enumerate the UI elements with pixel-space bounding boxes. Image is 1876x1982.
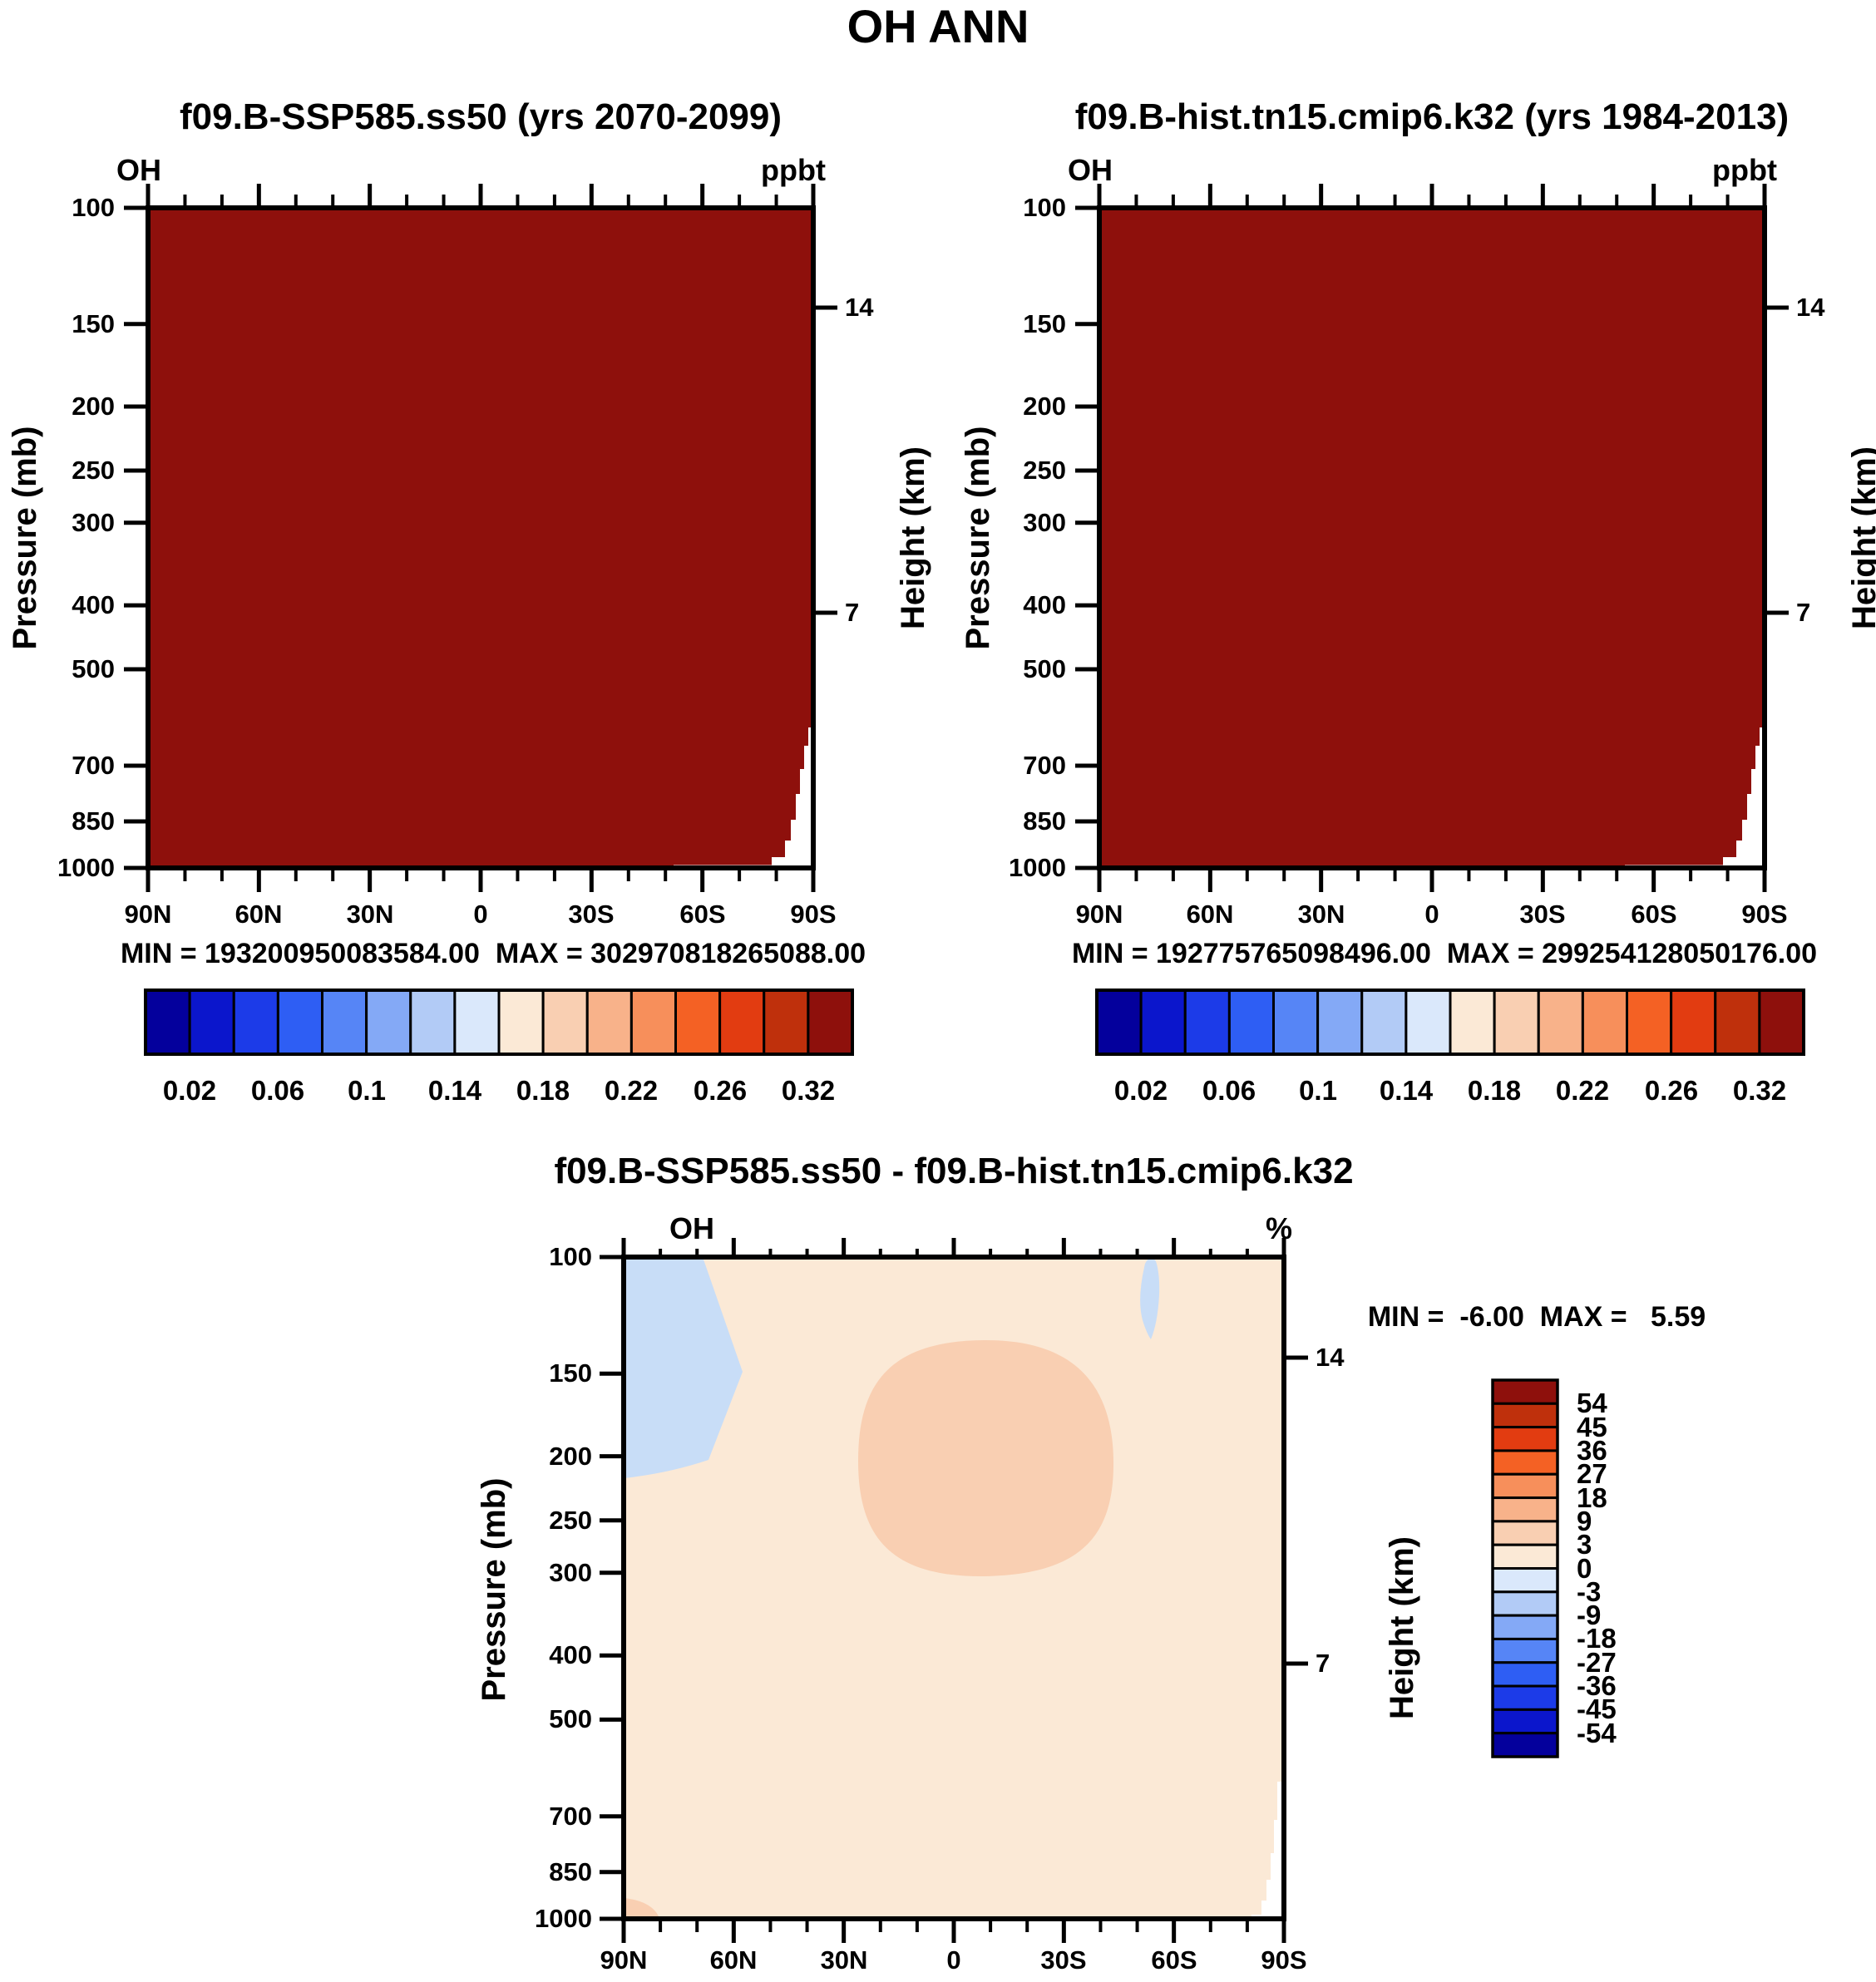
diff-colorbar	[1491, 1378, 1559, 1758]
ssp585-colorbar	[144, 989, 854, 1056]
hist-colorbar	[1095, 989, 1805, 1056]
colorbar-cell	[1360, 989, 1408, 1056]
colorbar-cell	[1670, 989, 1717, 1056]
colorbar-cell	[453, 989, 501, 1056]
hist-plot-frame	[1097, 205, 1767, 870]
colorbar-cell	[1491, 1472, 1559, 1500]
colorbar-cell	[409, 989, 457, 1056]
colorbar-cell	[629, 989, 677, 1056]
hist-terrain-notch	[1625, 727, 1765, 868]
colorbar-cell	[144, 989, 191, 1056]
colorbar-cell	[1316, 989, 1364, 1056]
colorbar-cell	[1491, 1590, 1559, 1617]
diff-positive-tropical-blob	[858, 1339, 1114, 1577]
colorbar-cell	[1491, 1378, 1559, 1405]
colorbar-cell	[1758, 989, 1805, 1056]
colorbar-cell	[1581, 989, 1628, 1056]
colorbar-cell	[763, 989, 810, 1056]
colorbar-cell	[1183, 989, 1231, 1056]
colorbar-cell	[1227, 989, 1275, 1056]
colorbar-cell	[232, 989, 279, 1056]
colorbar-cell	[1491, 1567, 1559, 1594]
diff-negative-polar-patch	[624, 1257, 743, 1478]
colorbar-cell	[1491, 1449, 1559, 1476]
ssp585-plot-frame	[146, 205, 816, 870]
colorbar-cell	[1491, 1543, 1559, 1570]
colorbar-cell	[1537, 989, 1584, 1056]
colorbar-cell	[807, 989, 854, 1056]
colorbar-cell	[276, 989, 323, 1056]
colorbar-cell	[1272, 989, 1320, 1056]
ssp585-field-fill	[148, 208, 813, 868]
colorbar-cell	[1714, 989, 1761, 1056]
colorbar-cell	[1491, 1614, 1559, 1640]
colorbar-cell	[1493, 989, 1540, 1056]
ssp585-terrain-notch	[674, 727, 813, 868]
colorbar-border	[144, 989, 854, 1056]
colorbar-cell	[1491, 1684, 1559, 1711]
colorbar-cell	[1626, 989, 1673, 1056]
colorbar-cell	[1491, 1496, 1559, 1523]
colorbar-cell	[1405, 989, 1452, 1056]
colorbar-cell	[1449, 989, 1496, 1056]
colorbar-cell	[1491, 1637, 1559, 1664]
diff-terrain-notch	[1251, 1782, 1284, 1919]
colorbar-cell	[718, 989, 766, 1056]
colorbar-cell	[1491, 1402, 1559, 1429]
colorbar-cell	[321, 989, 368, 1056]
colorbar-cell	[1491, 1520, 1559, 1546]
colorbar-cell	[585, 989, 633, 1056]
colorbar-border	[1095, 989, 1805, 1056]
colorbar-cell	[1491, 1732, 1559, 1758]
colorbar-cell	[1139, 989, 1187, 1056]
colorbar-cell	[365, 989, 412, 1056]
colorbar-cell	[1491, 1708, 1559, 1735]
diff-positive-surface-blob	[624, 1898, 659, 1919]
colorbar-cell	[1491, 1426, 1559, 1452]
hist-field-fill	[1099, 208, 1765, 868]
axis-ticks	[124, 184, 1789, 1943]
colorbar-cell	[497, 989, 545, 1056]
colorbar-border	[1491, 1378, 1559, 1758]
colorbar-cell	[188, 989, 235, 1056]
diff-negative-teardrop	[1140, 1258, 1160, 1339]
colorbar-cell	[1491, 1661, 1559, 1688]
colorbar-cell	[541, 989, 589, 1056]
colorbar-cell	[1095, 989, 1143, 1056]
colorbar-cell	[674, 989, 722, 1056]
